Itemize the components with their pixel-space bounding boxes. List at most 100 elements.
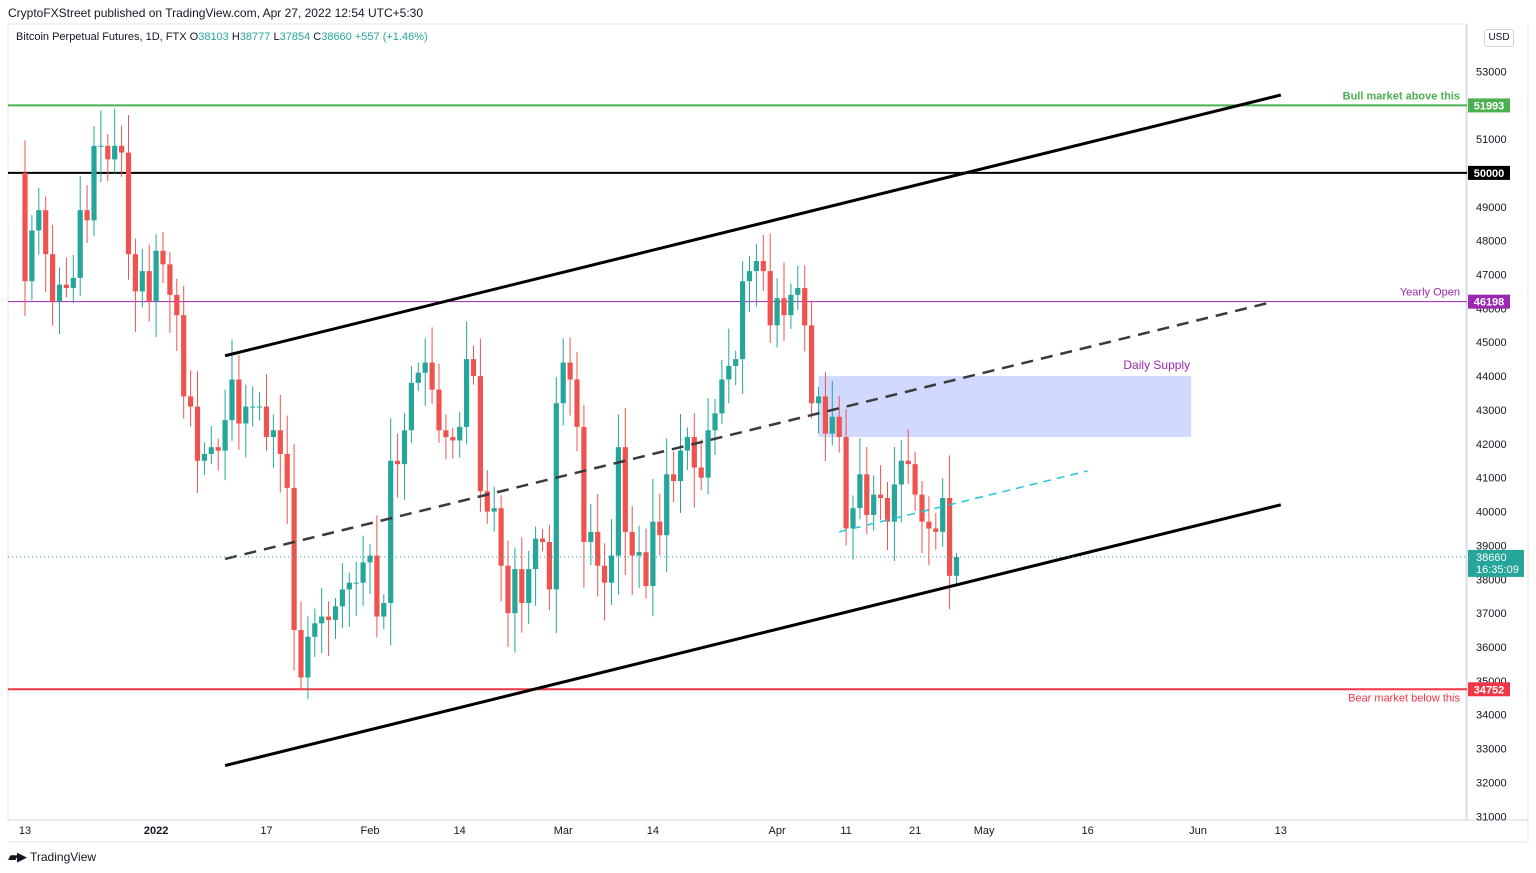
footer-brand[interactable]: ▰▶ TradingView bbox=[8, 849, 96, 865]
publisher-text: CryptoFXStreet published on TradingView.… bbox=[8, 6, 424, 20]
candle-body bbox=[740, 281, 746, 360]
candle-body bbox=[574, 379, 580, 427]
candle-body bbox=[760, 260, 766, 272]
open-label: O bbox=[189, 31, 199, 43]
candle-body bbox=[236, 379, 242, 424]
candle-body bbox=[353, 582, 359, 584]
candle-body bbox=[719, 379, 725, 414]
candle-body bbox=[815, 396, 822, 404]
currency-button[interactable]: USD bbox=[1484, 29, 1514, 47]
candle-body bbox=[705, 430, 711, 478]
close-label: C bbox=[313, 31, 322, 43]
y-tick-label: 34000 bbox=[1476, 710, 1507, 722]
candle-body bbox=[512, 569, 518, 614]
x-tick-label: Jun bbox=[1189, 825, 1207, 837]
candle-body bbox=[519, 569, 525, 603]
candle-body bbox=[339, 589, 345, 607]
candle-body bbox=[898, 460, 904, 485]
y-tick-label: 38000 bbox=[1476, 574, 1507, 586]
y-tick-label: 37000 bbox=[1476, 608, 1507, 620]
last-price-box bbox=[1468, 549, 1524, 577]
candle-timer-label: 16:35:09 bbox=[1476, 564, 1519, 576]
candle-body bbox=[595, 531, 601, 566]
candle-body bbox=[284, 453, 290, 488]
candle-body bbox=[298, 630, 304, 678]
candle-body bbox=[809, 325, 815, 404]
daily-supply-label: Daily Supply bbox=[1123, 358, 1190, 372]
candle-body bbox=[29, 230, 35, 282]
x-tick-label: 17 bbox=[260, 825, 272, 837]
candle-body bbox=[91, 145, 97, 221]
candle-body bbox=[588, 531, 594, 543]
candle-body bbox=[505, 565, 511, 614]
open-value: 38103 bbox=[198, 31, 229, 43]
plot-area bbox=[7, 23, 1467, 821]
level-price-box bbox=[1468, 98, 1510, 113]
candle-body bbox=[884, 497, 891, 522]
candle-body bbox=[174, 294, 180, 316]
candle-body bbox=[850, 508, 856, 529]
y-tick-label: 36000 bbox=[1476, 642, 1507, 654]
candle-body bbox=[367, 555, 373, 563]
candle-body bbox=[160, 250, 166, 265]
candle-body bbox=[533, 538, 539, 570]
candle-body bbox=[346, 582, 352, 590]
candle-body bbox=[602, 565, 608, 583]
candle-body bbox=[539, 538, 546, 543]
x-tick-label: Feb bbox=[361, 825, 380, 837]
candle-body bbox=[802, 288, 808, 326]
level-price-label: 46198 bbox=[1474, 297, 1505, 309]
y-tick-label: 53000 bbox=[1476, 66, 1507, 78]
y-tick-label: 48000 bbox=[1476, 236, 1507, 248]
candle-body bbox=[691, 437, 697, 468]
candle-body bbox=[878, 494, 884, 498]
level-price-label: 50000 bbox=[1474, 168, 1505, 180]
candle-body bbox=[243, 406, 249, 424]
candle-body bbox=[422, 362, 428, 373]
candle-body bbox=[788, 294, 794, 316]
candle-body bbox=[381, 602, 387, 617]
candle-body bbox=[857, 474, 863, 509]
candle-body bbox=[395, 460, 401, 465]
x-tick-label: 21 bbox=[909, 825, 921, 837]
candle-body bbox=[270, 430, 276, 438]
candle-body bbox=[526, 569, 532, 603]
candle-body bbox=[312, 623, 318, 637]
candle-body bbox=[650, 521, 656, 587]
candle-body bbox=[36, 210, 42, 231]
candle-body bbox=[70, 277, 76, 289]
candle-body bbox=[125, 152, 132, 255]
candle-body bbox=[470, 359, 477, 377]
candle-body bbox=[774, 298, 780, 326]
level-note: Bear market below this bbox=[1348, 692, 1460, 704]
candle-body bbox=[360, 562, 366, 583]
candle-body bbox=[664, 474, 670, 536]
candle-body bbox=[498, 508, 504, 566]
candle-body bbox=[63, 284, 69, 289]
candle-body bbox=[401, 430, 408, 465]
candle-body bbox=[767, 271, 773, 326]
candle-body bbox=[208, 447, 214, 454]
high-label: H bbox=[231, 31, 240, 43]
candle-body bbox=[822, 396, 828, 434]
candle-body bbox=[491, 508, 497, 512]
candle-body bbox=[912, 464, 918, 495]
candle-body bbox=[829, 416, 835, 434]
symbol-name: Bitcoin Perpetual Futures, 1D, FTX bbox=[16, 31, 187, 43]
candle-body bbox=[698, 467, 704, 478]
candle-body bbox=[464, 359, 470, 427]
y-tick-label: 31000 bbox=[1476, 811, 1507, 823]
candle-body bbox=[712, 413, 718, 431]
candle-body bbox=[643, 552, 649, 587]
x-tick-label: 11 bbox=[840, 825, 851, 837]
candle-body bbox=[415, 372, 421, 383]
candle-body bbox=[263, 406, 270, 438]
candle-body bbox=[781, 298, 787, 316]
candle-body bbox=[56, 284, 63, 302]
candle-body bbox=[332, 606, 339, 620]
y-tick-label: 32000 bbox=[1476, 777, 1507, 789]
candle-body bbox=[843, 437, 849, 529]
candle-body bbox=[388, 460, 394, 603]
y-tick-label: 42000 bbox=[1476, 439, 1507, 451]
